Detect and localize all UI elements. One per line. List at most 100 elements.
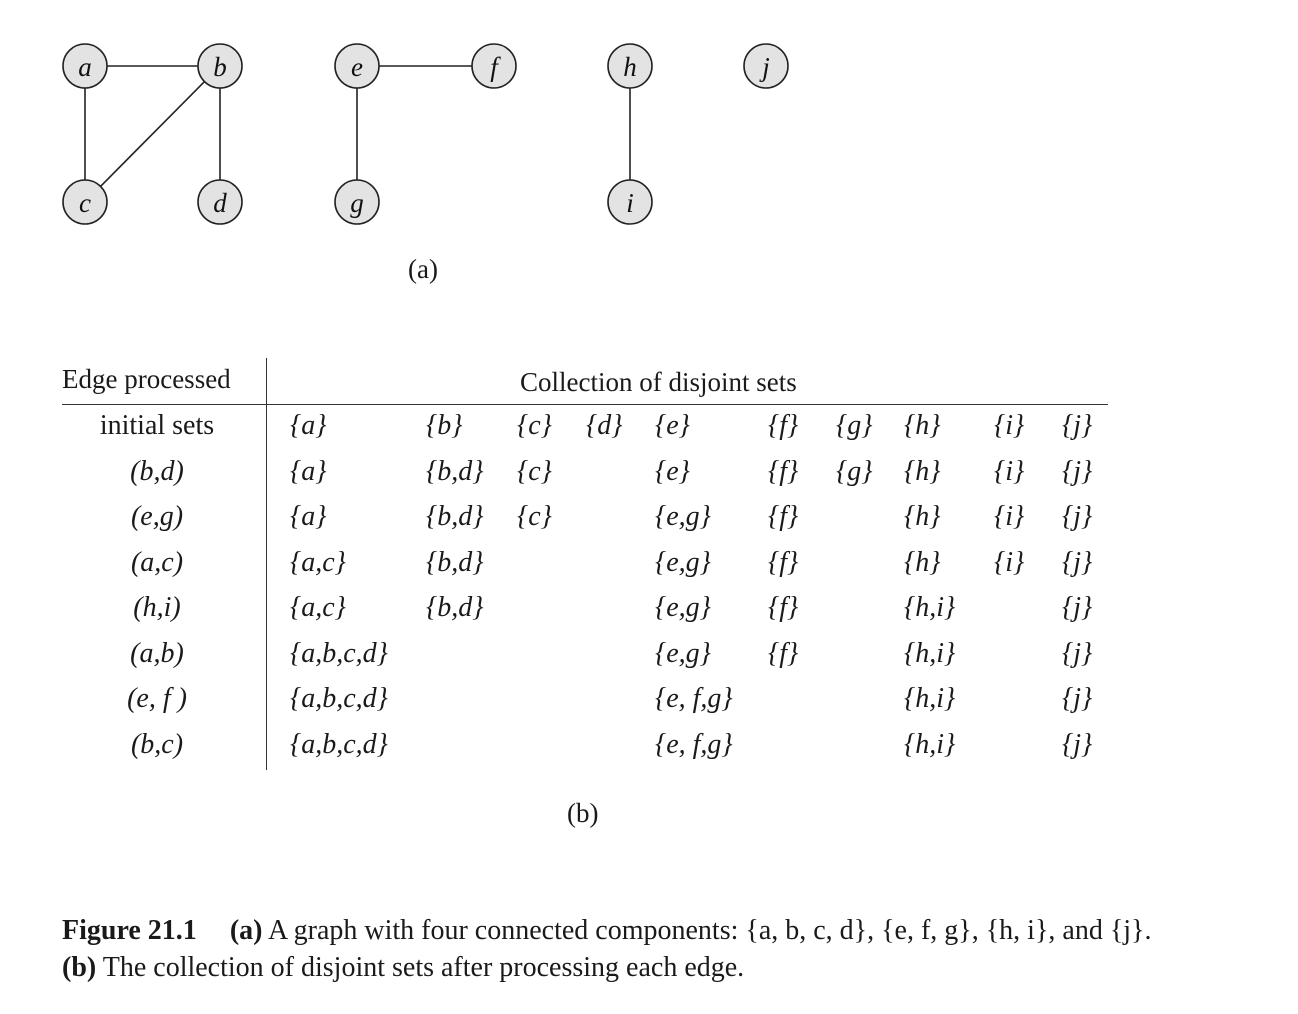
set-cell: {e,g} (655, 592, 711, 623)
edge-cell: (a,b) (130, 637, 184, 669)
node-circle-i (607, 179, 653, 225)
node-h: h (607, 43, 653, 89)
set-cell: {b,d} (426, 592, 484, 623)
set-cell: {b,d} (426, 455, 484, 487)
node-label-h: h (623, 52, 637, 82)
header-rule (62, 404, 1108, 405)
graph-nodes: a b c d e f g h i j (62, 43, 789, 225)
node-circle-d (197, 179, 243, 225)
node-label-c: c (79, 188, 91, 218)
part-a-label: (a) (408, 254, 438, 284)
set-cell: {a} (290, 455, 327, 487)
set-cell: {j} (1062, 546, 1093, 578)
node-label-a: a (78, 52, 92, 82)
set-cell: {a} (290, 410, 327, 441)
set-cell: {g} (836, 455, 873, 487)
caption-part-a-text: A graph with four connected components: … (267, 915, 1152, 946)
set-cell: {e, f,g} (655, 728, 733, 760)
node-circle-g (334, 179, 380, 225)
set-cell: {h} (904, 410, 941, 441)
node-circle-a (62, 43, 108, 89)
column-divider (266, 358, 267, 770)
node-d: d (197, 179, 243, 225)
set-cell: {h,i} (904, 637, 956, 669)
set-cell: {a,b,c,d} (290, 728, 388, 760)
set-cell: {e} (655, 410, 690, 441)
set-cell: {a,c} (290, 546, 346, 578)
set-cell: {a} (290, 501, 327, 532)
node-circle-h (607, 43, 653, 89)
set-cell: {e, f,g} (655, 683, 733, 714)
set-cell: {h} (904, 501, 941, 532)
set-cell: {f} (768, 637, 799, 669)
set-cell: {b} (426, 410, 463, 441)
node-a: a (62, 43, 108, 89)
set-cell: {f} (768, 592, 799, 623)
set-cell: {i} (994, 546, 1025, 578)
node-i: i (607, 179, 653, 225)
caption-part-b-tag: (b) (62, 952, 97, 983)
edge-b-c (99, 81, 206, 187)
set-cell: {f} (768, 455, 799, 487)
graph-edges (84, 65, 631, 187)
edge-cell: (e, f ) (127, 683, 187, 714)
graph-diagram: a b c d e f g h i j (62, 43, 789, 225)
node-label-f: f (490, 52, 501, 82)
set-cell: {j} (1062, 410, 1093, 441)
edge-cell: (h,i) (133, 592, 181, 623)
node-b: b (197, 43, 243, 89)
header-collection: Collection of disjoint sets (520, 367, 797, 397)
edge-cell: (b,d) (130, 455, 184, 487)
set-cell: {j} (1062, 592, 1093, 623)
set-cell: {i} (994, 455, 1025, 487)
set-cell: {j} (1062, 728, 1093, 760)
set-cell: {e,g} (655, 637, 711, 669)
set-cell: {a,b,c,d} (290, 637, 388, 669)
caption-part-a-tag: (a) (229, 915, 263, 946)
node-label-i: i (626, 188, 634, 218)
set-cell: {j} (1062, 637, 1093, 669)
node-c: c (62, 179, 108, 225)
set-cell: {i} (994, 501, 1025, 532)
node-label-g: g (350, 188, 364, 218)
set-cell: {e} (655, 455, 690, 487)
node-circle-e (334, 43, 380, 89)
set-cell: {i} (994, 410, 1025, 441)
node-circle-c (62, 179, 108, 225)
set-cell: {g} (836, 410, 873, 441)
edge-cell: (e,g) (130, 501, 184, 532)
set-cell: {b,d} (426, 546, 484, 578)
set-cell: {b,d} (426, 501, 484, 532)
node-label-e: e (351, 52, 363, 82)
part-b-label: (b) (567, 798, 599, 828)
set-cell: {c} (517, 455, 552, 487)
set-cell: {h,i} (904, 683, 956, 714)
set-cell: {h,i} (904, 592, 956, 623)
node-circle-j (743, 43, 789, 89)
set-cell: {e,g} (655, 501, 711, 532)
figure-number: Figure 21.1 (62, 915, 197, 946)
set-cell: {f} (768, 410, 799, 441)
set-cell: {a,b,c,d} (290, 683, 388, 714)
node-label-b: b (213, 52, 227, 82)
set-cell: {j} (1062, 683, 1093, 714)
set-cell: {e,g} (655, 546, 711, 578)
caption-part-b-text: The collection of disjoint sets after pr… (102, 952, 745, 983)
set-cell: {j} (1062, 501, 1093, 532)
set-cell: {h,i} (904, 728, 956, 760)
edge-cell: (a,c) (130, 546, 184, 578)
set-cell: {a,c} (290, 592, 346, 623)
node-label-d: d (213, 188, 227, 218)
node-label-j: j (759, 52, 770, 82)
set-cell: {c} (517, 410, 552, 441)
header-edge-processed: Edge processed (62, 364, 231, 394)
set-cell: {h} (904, 546, 941, 578)
node-f: f (471, 43, 517, 89)
node-circle-b (197, 43, 243, 89)
node-circle-f (471, 43, 517, 89)
node-e: e (334, 43, 380, 89)
node-g: g (334, 179, 380, 225)
edge-cell: initial sets (99, 410, 215, 441)
set-cell: {d} (586, 410, 623, 441)
set-cell: {f} (768, 501, 799, 532)
